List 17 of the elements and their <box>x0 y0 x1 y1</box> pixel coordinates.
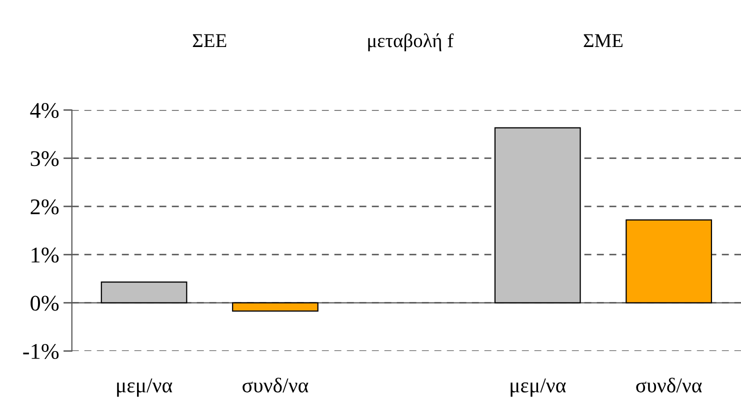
bar <box>626 219 712 304</box>
x-tick-label: μεμ/να <box>510 378 566 397</box>
y-tick-label: 1% <box>32 248 59 263</box>
text: ΣΕΕ <box>192 34 226 47</box>
x-tick-label: συνδ/να <box>636 378 702 392</box>
chart-title: μεταβολή f <box>368 33 454 52</box>
y-tick-label: 3% <box>30 151 59 166</box>
x-tick-label: μεμ/να <box>117 378 172 397</box>
y-tick-label: -1% <box>23 344 59 360</box>
bar <box>100 282 188 304</box>
bar <box>494 127 581 304</box>
bar <box>232 302 318 312</box>
x-tick-label: συνδ/να <box>242 378 308 392</box>
y-tick-label: 0% <box>30 296 59 311</box>
y-tick-label: 2% <box>30 199 59 214</box>
y-tick-label: 4% <box>30 102 59 118</box>
text: ΣΜΕ <box>584 34 623 47</box>
